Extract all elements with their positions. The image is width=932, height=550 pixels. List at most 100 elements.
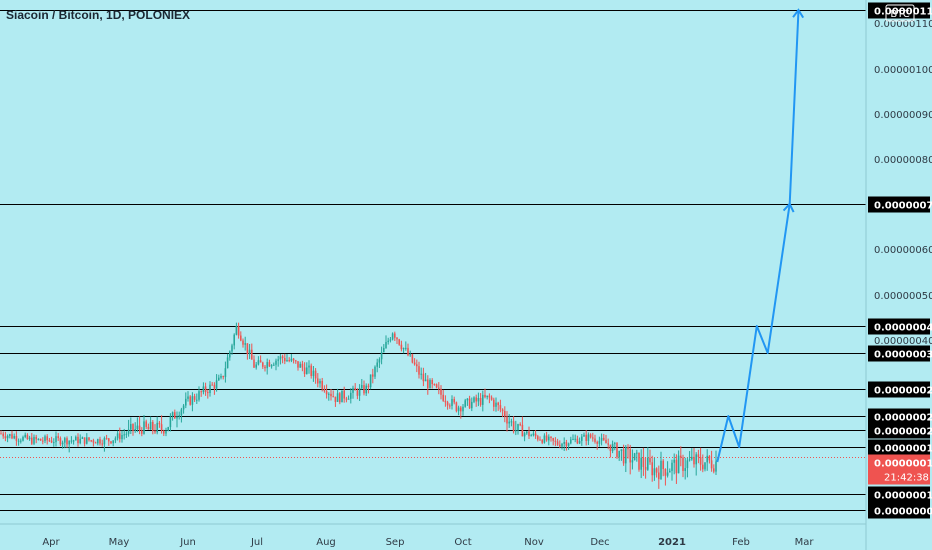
level-label-box bbox=[868, 318, 930, 335]
candle-body bbox=[552, 438, 554, 441]
candle-body bbox=[413, 362, 416, 365]
candle-body bbox=[343, 390, 345, 399]
candle-body bbox=[308, 365, 310, 368]
candle-body bbox=[466, 398, 469, 401]
candle-body bbox=[167, 427, 169, 431]
candle-body bbox=[433, 384, 436, 386]
candle-body bbox=[405, 347, 407, 349]
candle-body bbox=[136, 425, 139, 430]
candle-body bbox=[198, 391, 200, 400]
candle-body bbox=[651, 462, 653, 476]
candle-body bbox=[592, 437, 594, 439]
candle-body bbox=[314, 370, 317, 379]
candle-body bbox=[363, 385, 365, 394]
candle-body bbox=[207, 392, 209, 394]
level-label-box bbox=[868, 439, 930, 456]
candle-body bbox=[633, 453, 636, 461]
candle-body bbox=[655, 468, 658, 473]
candle-body bbox=[299, 363, 301, 368]
candle-body bbox=[451, 398, 453, 406]
candle-body bbox=[189, 396, 191, 405]
candle-body bbox=[270, 365, 273, 367]
candle-body bbox=[143, 421, 145, 434]
candle-body bbox=[636, 452, 638, 454]
candle-body bbox=[389, 339, 392, 341]
candle-body bbox=[224, 368, 227, 378]
candle-body bbox=[339, 393, 341, 403]
candle-body bbox=[385, 342, 387, 349]
candle-body bbox=[55, 436, 57, 443]
candle-body bbox=[565, 442, 568, 446]
candle-body bbox=[204, 386, 207, 393]
candle-body bbox=[603, 437, 605, 440]
candle-body bbox=[101, 443, 103, 445]
candle-body bbox=[508, 421, 510, 424]
candle-body bbox=[328, 393, 330, 395]
candle-body bbox=[675, 459, 678, 474]
candle-body bbox=[383, 348, 385, 353]
candle-body bbox=[380, 352, 383, 360]
candle-body bbox=[200, 391, 202, 393]
candle-body bbox=[411, 354, 414, 363]
candle-body bbox=[231, 345, 233, 352]
candle-body bbox=[669, 470, 671, 473]
candle-body bbox=[438, 387, 440, 389]
candle-body bbox=[453, 398, 455, 403]
candle-body bbox=[594, 438, 596, 442]
candle-body bbox=[57, 436, 59, 439]
candle-body bbox=[35, 436, 37, 440]
candlestick-series bbox=[0, 322, 717, 489]
candle-body bbox=[361, 385, 363, 389]
time-axis[interactable]: Apr May Jun Jul Aug Sep Oct Nov Dec 2021 Feb Mar bbox=[42, 537, 814, 548]
candle-body bbox=[171, 412, 174, 417]
price-axis[interactable]: 0.00000110 0.00000100 0.00000090 0.00000080… bbox=[874, 19, 932, 347]
candle-body bbox=[273, 364, 275, 366]
candle-body bbox=[684, 468, 686, 471]
candle-body bbox=[341, 390, 343, 403]
candle-body bbox=[22, 437, 24, 441]
candle-body bbox=[407, 347, 409, 356]
candle-body bbox=[275, 360, 277, 365]
candle-body bbox=[237, 325, 240, 336]
price-tick-label: 0.00000100 bbox=[874, 65, 932, 76]
level-label-box bbox=[868, 408, 930, 425]
candle-body bbox=[554, 440, 557, 442]
candle-body bbox=[680, 455, 682, 458]
currency-badge-text: BTC bbox=[890, 9, 909, 20]
candle-body bbox=[539, 439, 541, 441]
candle-body bbox=[523, 433, 526, 437]
candle-body bbox=[26, 434, 29, 440]
candle-body bbox=[11, 434, 13, 439]
candle-body bbox=[244, 343, 246, 345]
candle-body bbox=[600, 437, 603, 441]
candle-body bbox=[605, 439, 607, 444]
projection-path[interactable] bbox=[716, 8, 805, 463]
candle-body bbox=[510, 421, 513, 423]
candle-body bbox=[631, 460, 634, 463]
candle-body bbox=[715, 461, 717, 472]
candle-body bbox=[75, 436, 77, 441]
candle-body bbox=[277, 359, 279, 361]
candle-body bbox=[119, 433, 121, 440]
candle-body bbox=[697, 454, 700, 458]
candle-body bbox=[550, 436, 552, 439]
candle-body bbox=[429, 380, 431, 389]
candle-body bbox=[187, 396, 189, 399]
candle-body bbox=[424, 379, 427, 382]
candle-body bbox=[202, 386, 205, 393]
candle-body bbox=[178, 415, 180, 417]
candle-body bbox=[627, 446, 629, 450]
time-tick-label: Apr bbox=[42, 537, 60, 548]
candle-body bbox=[116, 433, 119, 439]
candle-body bbox=[222, 375, 224, 378]
candle-body bbox=[572, 439, 574, 441]
time-tick-label: Nov bbox=[524, 537, 544, 548]
candle-body bbox=[706, 455, 708, 463]
candle-body bbox=[215, 380, 218, 389]
candle-body bbox=[561, 443, 563, 447]
candle-body bbox=[391, 333, 394, 340]
candle-body bbox=[578, 441, 581, 444]
candle-body bbox=[262, 362, 264, 367]
candle-body bbox=[570, 439, 572, 444]
